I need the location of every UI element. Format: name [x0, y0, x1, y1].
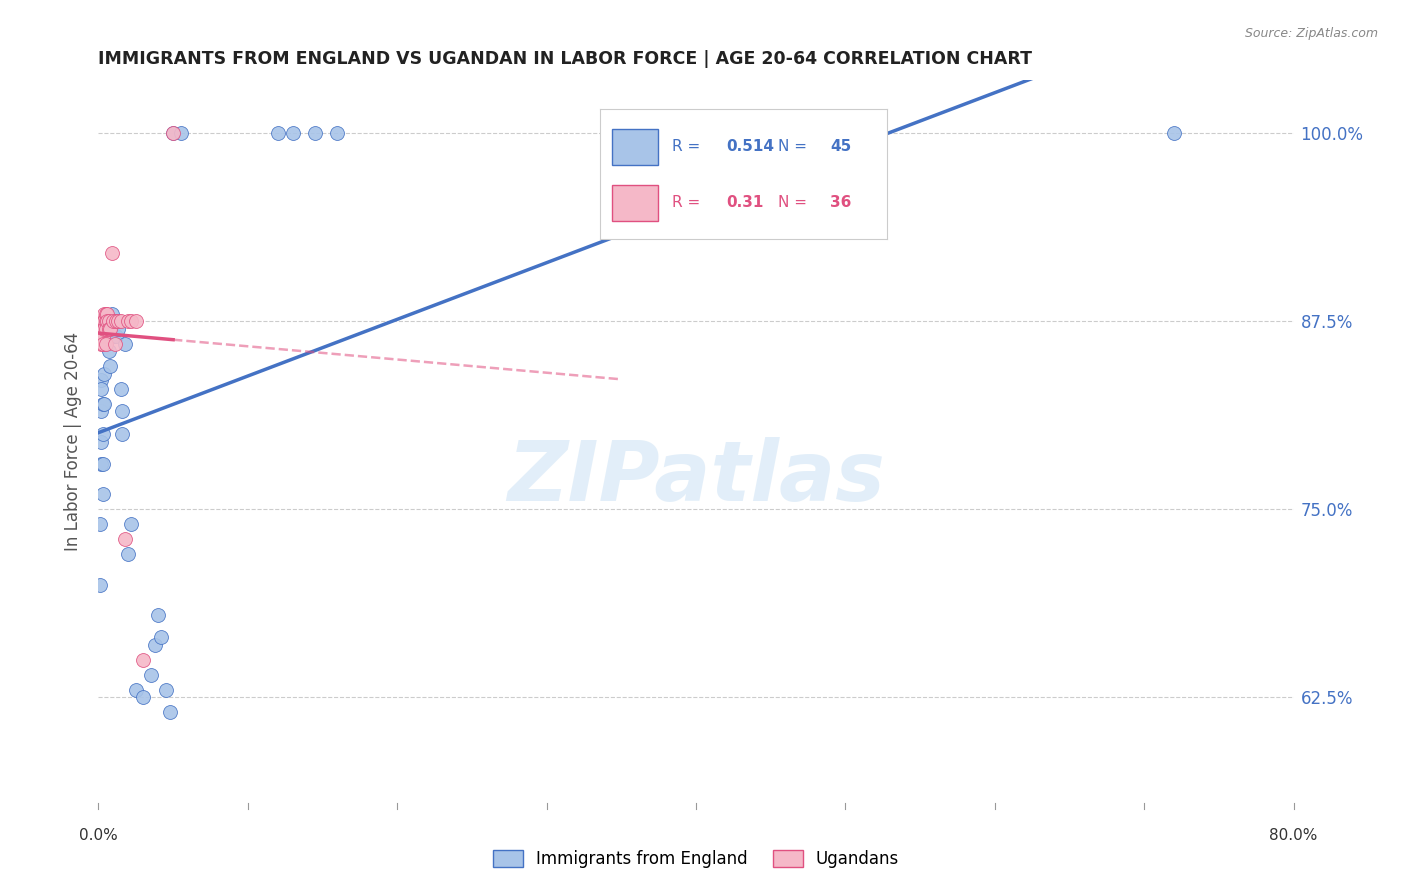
Point [91, 457, 114, 471]
Point [94, 314, 117, 328]
Point [90, 329, 112, 343]
Point [91, 314, 114, 328]
Point [114, 336, 136, 351]
Point [139, 668, 162, 682]
Point [105, 329, 128, 343]
Point [89, 577, 111, 591]
Point [97, 344, 120, 359]
Text: Source: ZipAtlas.com: Source: ZipAtlas.com [1244, 27, 1378, 40]
Point [162, 126, 184, 140]
Point [155, 682, 177, 697]
Point [169, 126, 191, 140]
Point [90, 321, 112, 335]
Point [89, 329, 111, 343]
Text: 80.0%: 80.0% [1270, 828, 1317, 843]
Point [159, 706, 181, 720]
Point [93, 307, 115, 321]
Point [94, 314, 117, 328]
Point [104, 336, 127, 351]
Point [143, 638, 166, 652]
Text: ZIPatlas: ZIPatlas [508, 437, 884, 518]
Point [125, 682, 148, 697]
Point [120, 517, 142, 532]
Text: IMMIGRANTS FROM ENGLAND VS UGANDAN IN LABOR FORCE | AGE 20-64 CORRELATION CHART: IMMIGRANTS FROM ENGLAND VS UGANDAN IN LA… [98, 50, 1032, 68]
Point [90, 434, 112, 449]
Point [281, 126, 304, 140]
Point [94, 336, 117, 351]
Point [110, 382, 132, 396]
Point [117, 548, 139, 562]
Point [304, 126, 326, 140]
Point [150, 630, 173, 644]
Point [132, 690, 155, 705]
Point [91, 427, 114, 442]
Point [326, 126, 349, 140]
Point [101, 246, 124, 260]
Point [267, 126, 290, 140]
Point [93, 367, 115, 381]
Point [110, 314, 132, 328]
Point [94, 307, 117, 321]
Point [98, 321, 122, 335]
Point [1163, 126, 1185, 140]
Point [96, 314, 118, 328]
Point [91, 397, 114, 411]
Point [104, 314, 127, 328]
Point [97, 321, 120, 335]
Legend: Immigrants from England, Ugandans: Immigrants from England, Ugandans [486, 844, 905, 875]
Point [107, 321, 129, 335]
Point [94, 336, 117, 351]
Point [90, 457, 112, 471]
Point [103, 314, 125, 328]
Point [93, 314, 115, 328]
Point [96, 307, 118, 321]
Point [97, 314, 120, 328]
Point [93, 397, 115, 411]
Point [111, 427, 134, 442]
Point [91, 487, 114, 501]
Point [89, 517, 111, 532]
Point [90, 382, 112, 396]
Point [98, 359, 122, 374]
Point [114, 533, 136, 547]
Point [89, 321, 111, 335]
Point [103, 329, 125, 343]
Point [93, 321, 115, 335]
Point [162, 126, 184, 140]
Point [89, 314, 111, 328]
Point [107, 314, 129, 328]
Point [91, 321, 114, 335]
Point [90, 404, 112, 418]
Point [120, 314, 142, 328]
Point [96, 314, 118, 328]
Point [98, 321, 122, 335]
Point [91, 329, 114, 343]
Point [90, 314, 112, 328]
Point [117, 314, 139, 328]
Point [94, 321, 117, 335]
Y-axis label: In Labor Force | Age 20-64: In Labor Force | Age 20-64 [65, 332, 83, 551]
Point [90, 321, 112, 335]
Point [101, 307, 124, 321]
Point [148, 607, 170, 622]
Point [91, 336, 114, 351]
Point [105, 314, 128, 328]
Point [125, 314, 148, 328]
Point [90, 336, 112, 351]
Point [90, 373, 112, 387]
Text: 0.0%: 0.0% [79, 828, 118, 843]
Point [111, 404, 134, 418]
Point [132, 653, 155, 667]
